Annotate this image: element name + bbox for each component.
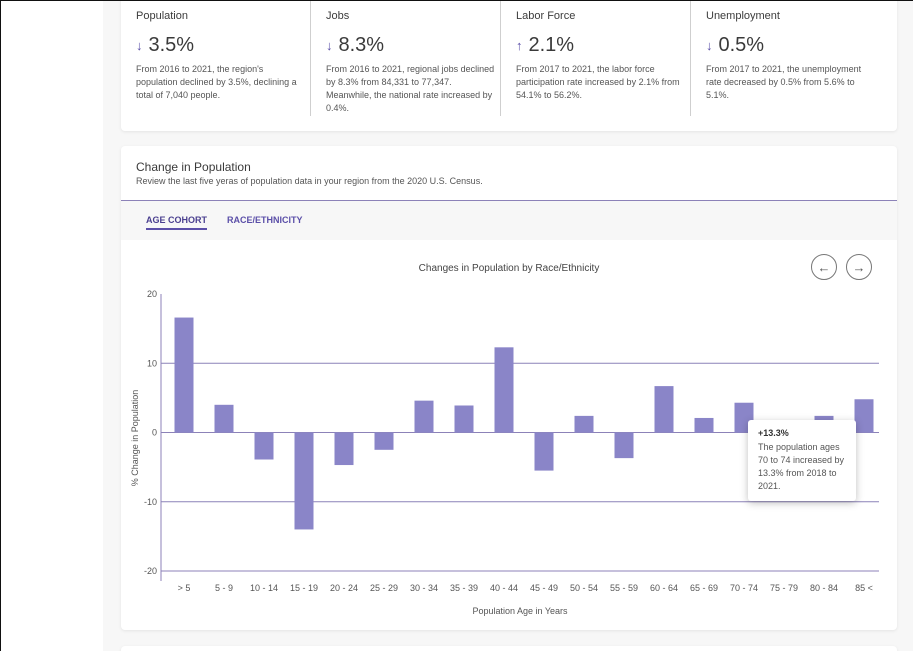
left-pane [0,0,103,651]
stat-value: ↓ 0.5% [706,34,880,57]
prev-chart-button[interactable]: ← [811,254,837,280]
stat-value: ↓ 3.5% [136,34,311,57]
tab-race-ethnicity[interactable]: RACE/ETHNICITY [227,215,303,225]
arrow-down-icon: ↓ [706,38,713,53]
stat-label: Population [136,10,188,22]
change-in-population-card: Change in Population Review the last fiv… [121,146,897,630]
tooltip-title: +13.3% [758,428,789,438]
stat-description: From 2017 to 2021, the labor force parti… [516,64,680,100]
tab-age-cohort[interactable]: AGE COHORT [146,215,208,230]
stat-number: 3.5% [148,34,195,56]
arrow-right-icon: → [852,259,866,275]
stat-value: ↑ 2.1% [516,34,690,57]
stat-jobs: Jobs ↓ 8.3% From 2016 to 2021, regional j… [310,0,500,116]
arrow-down-icon: ↓ [136,38,143,53]
next-section-card [121,646,897,651]
tooltip-body: The population ages 70 to 74 increased b… [758,442,845,491]
bar-tooltip: +13.3% The population ages 70 to 74 incr… [748,420,856,501]
stat-value: ↓ 8.3% [326,34,500,57]
stat-description: From 2016 to 2021, the region's populati… [136,64,297,100]
arrow-down-icon: ↓ [326,38,333,53]
stat-label: Jobs [326,10,350,22]
stat-label: Unemployment [706,10,780,22]
stat-labor-force: Labor Force ↑ 2.1% From 2017 to 2021, the… [500,0,690,116]
stats-card: Population ↓ 3.5% From 2016 to 2021, the … [121,0,897,131]
stat-label: Labor Force [516,10,576,22]
stat-unemployment: Unemployment ↓ 0.5% From 2017 to 2021, th… [690,0,880,116]
stat-description: From 2016 to 2021, regional jobs decline… [326,64,495,113]
section-subtitle: Review the last five yeras of population… [136,176,483,186]
arrow-left-icon: ← [817,259,831,275]
stat-number: 8.3% [338,34,385,56]
stat-number: 2.1% [528,34,575,56]
stat-description: From 2017 to 2021, the unemployment rate… [706,64,862,100]
stat-population: Population ↓ 3.5% From 2016 to 2021, the … [121,0,311,116]
arrow-up-icon: ↑ [516,38,523,53]
section-title: Change in Population [136,160,251,174]
stat-number: 0.5% [718,34,765,56]
tab-bar: AGE COHORT RACE/ETHNICITY [121,200,897,240]
next-chart-button[interactable]: → [846,254,872,280]
